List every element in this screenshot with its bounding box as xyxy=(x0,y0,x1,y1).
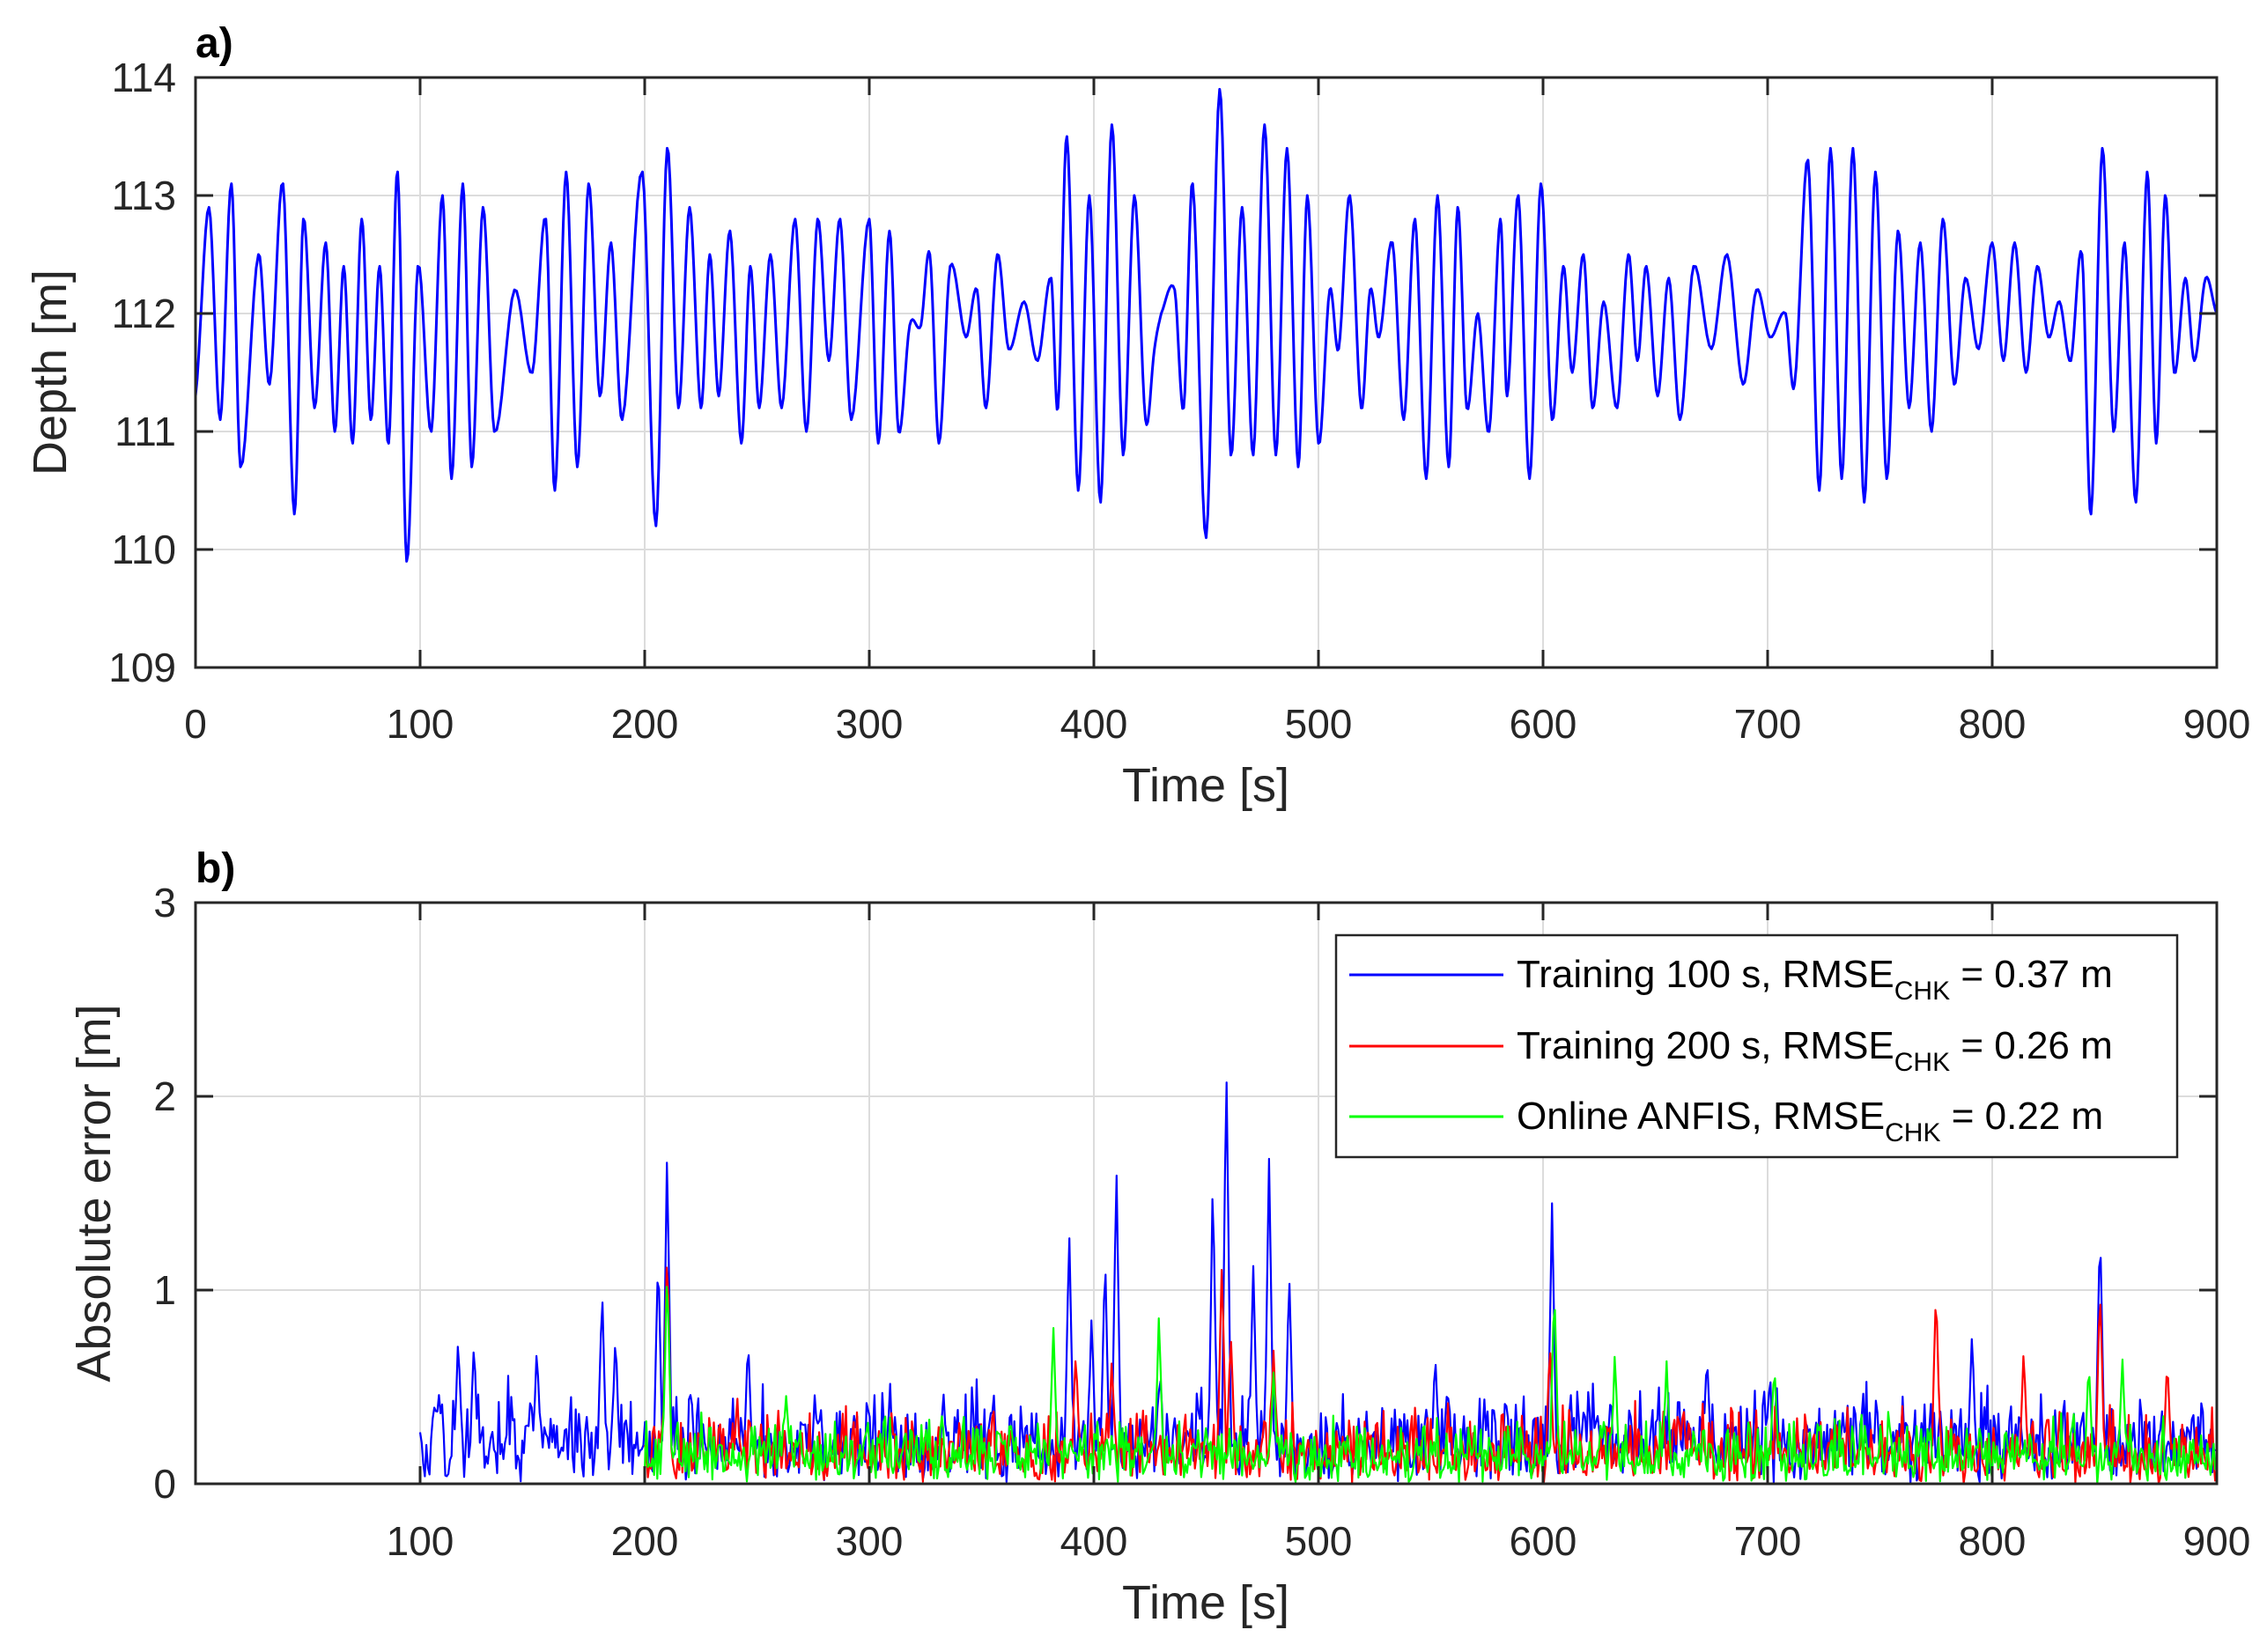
x-tick-label: 800 xyxy=(1959,701,2027,747)
legend-name-training-200: Training 200 s, RMSE xyxy=(1517,1024,1894,1067)
panel-a-axes-box xyxy=(194,76,2219,669)
panel-b-legend: Training 100 s, RMSECHK = 0.37 m Trainin… xyxy=(1334,933,2179,1159)
y-tick-label: 3 xyxy=(153,880,176,926)
panel-a-label: a) xyxy=(196,20,233,67)
legend-entry-training-100: Training 100 s, RMSECHK = 0.37 m xyxy=(1349,953,2113,1006)
y-tick-label: 111 xyxy=(114,409,176,454)
legend-label-training-200: Training 200 s, RMSECHK = 0.26 m xyxy=(1517,1024,2113,1077)
series-line-0-0 xyxy=(194,87,2219,563)
x-tick-label: 100 xyxy=(387,701,454,747)
panel-b-ticks: 100 200 300 400 500 600 700 800 900 0 1 2 3 xyxy=(153,880,2250,1564)
x-tick-label: 400 xyxy=(1060,701,1128,747)
x-tick-label: 0 xyxy=(184,701,207,747)
panel-b-label: b) xyxy=(196,845,235,892)
legend-sub-training-200: CHK xyxy=(1894,1048,1950,1077)
x-tick-label: 500 xyxy=(1285,701,1353,747)
series-line-1-2 xyxy=(643,1286,2217,1485)
legend-name-training-100: Training 100 s, RMSE xyxy=(1517,953,1894,996)
y-tick-label: 113 xyxy=(112,173,176,218)
legend-value-training-200: = 0.26 m xyxy=(1950,1024,2113,1067)
legend-sub-online-anfis: CHK xyxy=(1885,1118,1940,1147)
y-tick-label: 110 xyxy=(112,527,176,572)
legend-entry-training-200: Training 200 s, RMSECHK = 0.26 m xyxy=(1349,1024,2113,1077)
legend-label-online-anfis: Online ANFIS, RMSECHK = 0.22 m xyxy=(1517,1095,2103,1147)
x-tick-label: 500 xyxy=(1285,1518,1353,1564)
panel-a-y-axis-label: Depth [m] xyxy=(24,269,77,476)
x-tick-label: 600 xyxy=(1510,701,1577,747)
y-tick-label: 112 xyxy=(112,291,176,336)
y-tick-label: 1 xyxy=(153,1267,176,1313)
panel-a-ticks: 0 100 200 300 400 500 600 700 800 900 109 110 111 112… xyxy=(108,55,2250,747)
legend-value-online-anfis: = 0.22 m xyxy=(1940,1095,2103,1138)
legend-sub-training-100: CHK xyxy=(1894,977,1950,1006)
x-tick-label: 200 xyxy=(611,1518,679,1564)
x-tick-label: 200 xyxy=(611,701,679,747)
y-tick-label: 114 xyxy=(112,55,176,100)
legend-value-training-100: = 0.37 m xyxy=(1950,953,2113,996)
y-tick-label: 2 xyxy=(153,1073,176,1119)
panel-b-error-chart: b) 100 200 300 400 500 600 700 800 900 0 1 2 3 Time … xyxy=(68,845,2250,1629)
legend-name-online-anfis: Online ANFIS, RMSE xyxy=(1517,1095,1885,1138)
legend-label-training-100: Training 100 s, RMSECHK = 0.37 m xyxy=(1517,953,2113,1006)
panel-b-y-axis-label: Absolute error [m] xyxy=(68,1004,121,1382)
x-tick-label: 900 xyxy=(2183,701,2251,747)
x-tick-label: 900 xyxy=(2183,1518,2251,1564)
y-tick-label: 0 xyxy=(153,1461,176,1507)
x-tick-label: 700 xyxy=(1734,1518,1802,1564)
x-tick-label: 600 xyxy=(1510,1518,1577,1564)
x-tick-label: 800 xyxy=(1959,1518,2027,1564)
panel-a-series xyxy=(194,87,2219,563)
x-tick-label: 300 xyxy=(836,701,904,747)
panel-b-axes-box xyxy=(194,901,2219,1486)
x-tick-label: 400 xyxy=(1060,1518,1128,1564)
panel-b-series xyxy=(418,1081,2217,1485)
legend-entry-online-anfis: Online ANFIS, RMSECHK = 0.22 m xyxy=(1349,1095,2103,1147)
x-tick-label: 100 xyxy=(387,1518,454,1564)
x-tick-label: 700 xyxy=(1734,701,1802,747)
y-tick-label: 109 xyxy=(108,645,176,690)
panel-a-x-axis-label: Time [s] xyxy=(1122,759,1289,812)
x-tick-label: 300 xyxy=(836,1518,904,1564)
panel-a-depth-chart: a) 0 100 200 300 400 500 600 700 800 900 109 110 111… xyxy=(24,20,2250,812)
panel-b-x-axis-label: Time [s] xyxy=(1122,1576,1289,1629)
